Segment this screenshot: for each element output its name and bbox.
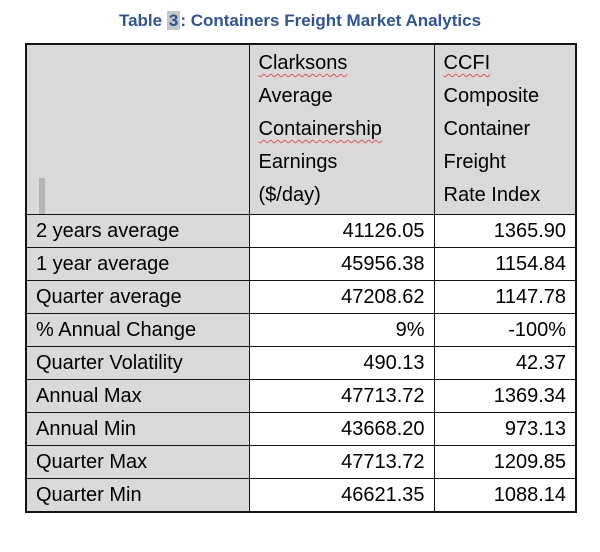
header-line: Average [258,85,333,107]
header-line: Freight [443,151,506,173]
clarksons-value: 47713.72 [248,445,435,479]
clarksons-value: 45956.38 [248,247,435,281]
row-label: Quarter Min [25,478,250,513]
row-label: Quarter Volatility [25,346,250,380]
clarksons-value: 47208.62 [248,280,435,314]
table-row: Annual Min 43668.20 973.13 [25,412,577,446]
ccfi-value: -100% [433,313,577,347]
header-cell-ccfi: CCFI Composite Container Freight Rate In… [433,43,577,215]
caption-suffix: : Containers Freight Market Analytics [180,11,482,30]
row-label: Annual Max [25,379,250,413]
caption-number-highlight: 3 [166,11,181,30]
ccfi-value: 1088.14 [433,478,577,513]
table-row: Annual Max 47713.72 1369.34 [25,379,577,413]
header-line: Clarksons [258,52,348,74]
table-row: 1 year average 45956.38 1154.84 [25,247,577,281]
ccfi-value: 1209.85 [433,445,577,479]
header-line: Composite [443,85,540,107]
table-row: Quarter average 47208.62 1147.78 [25,280,577,314]
ccfi-value: 1147.78 [433,280,577,314]
row-label: % Annual Change [25,313,250,347]
clarksons-value: 46621.35 [248,478,435,513]
clarksons-value: 47713.72 [248,379,435,413]
ccfi-value: 1369.34 [433,379,577,413]
clarksons-value: 9% [248,313,435,347]
header-row: Clarksons Average Containership Earnings… [25,43,577,215]
header-line: Containership [258,118,382,140]
header-line: ($/day) [258,184,321,206]
row-label: 1 year average [25,247,250,281]
row-label: Annual Min [25,412,250,446]
clarksons-value: 43668.20 [248,412,435,446]
ccfi-value: 973.13 [433,412,577,446]
table-row: % Annual Change 9% -100% [25,313,577,347]
freight-analytics-table: Clarksons Average Containership Earnings… [25,43,577,513]
header-cell-empty [25,43,250,215]
table-caption: Table 3: Containers Freight Market Analy… [25,11,575,31]
table-row: Quarter Max 47713.72 1209.85 [25,445,577,479]
header-line: Container [443,118,531,140]
row-label: Quarter average [25,280,250,314]
header-line: CCFI [443,52,491,74]
table-row: Quarter Min 46621.35 1088.14 [25,478,577,513]
header-line: Earnings [258,151,338,173]
clarksons-value: 490.13 [248,346,435,380]
ccfi-value: 42.37 [433,346,577,380]
clarksons-value: 41126.05 [248,214,435,248]
table-row: Quarter Volatility 490.13 42.37 [25,346,577,380]
header-cell-clarksons: Clarksons Average Containership Earnings… [248,43,435,215]
ccfi-value: 1154.84 [433,247,577,281]
row-label: Quarter Max [25,445,250,479]
header-line: Rate Index [443,184,541,206]
caption-prefix: Table [118,11,167,30]
cursor-mark [39,178,45,214]
row-label: 2 years average [25,214,250,248]
ccfi-value: 1365.90 [433,214,577,248]
table-row: 2 years average 41126.05 1365.90 [25,214,577,248]
